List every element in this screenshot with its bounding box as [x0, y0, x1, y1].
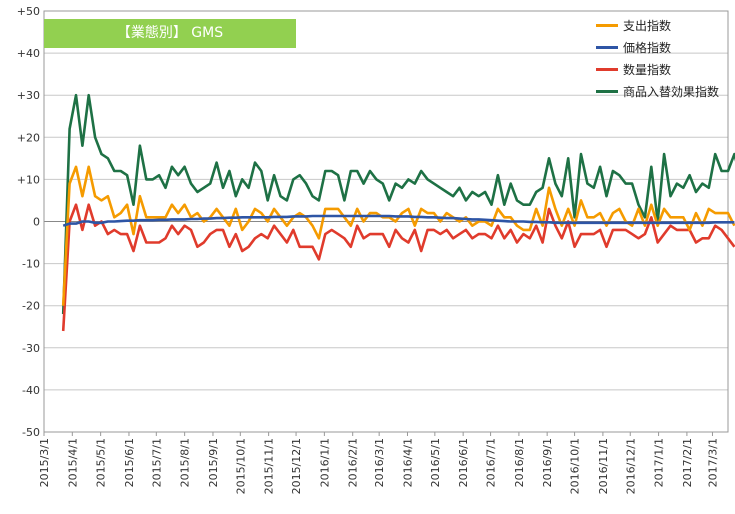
x-tick-label: 2016/8/1: [513, 438, 526, 487]
series-price-line: [62, 214, 735, 227]
x-tick-label: 2015/10/1: [234, 438, 247, 494]
x-tick-label: 2017/1/1: [653, 438, 666, 487]
y-tick-label: -40: [22, 384, 40, 397]
legend-item-price: 価格指数: [596, 36, 719, 58]
y-tick-label: 0: [33, 216, 40, 229]
legend-swatch-replacement: [596, 89, 618, 93]
x-tick-label: 2016/2/1: [347, 438, 360, 487]
series-replacement-line: [61, 93, 735, 315]
legend-label-price: 価格指数: [623, 40, 672, 55]
x-tick-label: 2015/8/1: [179, 438, 192, 487]
x-tick-label: 2015/7/1: [150, 438, 163, 487]
y-tick-label: +30: [17, 89, 40, 102]
legend-item-replacement: 商品入替効果指数: [596, 80, 719, 102]
x-tick-label: 2016/6/1: [457, 438, 470, 487]
x-tick-label: 2016/12/1: [624, 438, 637, 494]
legend-item-quantity: 数量指数: [596, 58, 719, 80]
x-tick-label: 2016/7/1: [485, 438, 498, 487]
legend-label-quantity: 数量指数: [623, 62, 672, 77]
x-tick-label: 2016/11/1: [597, 438, 610, 494]
legend-swatch-quantity: [596, 67, 618, 71]
x-tick-label: 2015/12/1: [290, 438, 303, 494]
x-tick-label: 2015/3/1: [38, 438, 51, 487]
legend-swatch-spending: [596, 23, 618, 27]
chart-title: 【業態別】 GMS: [44, 19, 296, 48]
y-tick-label: +20: [17, 131, 40, 144]
x-axis: 2015/3/1 2015/4/1 2015/5/1 2015/6/1 2015/7/1…: [38, 432, 719, 494]
x-tick-label: 2016/3/1: [373, 438, 386, 487]
x-tick-label: 2016/5/1: [429, 438, 442, 487]
legend: 支出指数 価格指数 数量指数 商品入替効果指数: [596, 14, 719, 102]
x-tick-label: 2015/6/1: [123, 438, 136, 487]
x-tick-label: 2016/1/1: [318, 438, 331, 487]
legend-swatch-price: [596, 45, 618, 49]
series-layer: [61, 93, 735, 332]
y-tick-label: -50: [22, 426, 40, 439]
x-tick-label: 2015/4/1: [66, 438, 79, 487]
x-tick-label: 2016/9/1: [541, 438, 554, 487]
y-tick-label: -30: [22, 342, 40, 355]
x-tick-label: 2015/11/1: [263, 438, 276, 494]
x-tick-label: 2015/9/1: [207, 438, 220, 487]
legend-label-replacement: 商品入替効果指数: [623, 84, 720, 99]
x-tick-label: 2016/10/1: [569, 438, 582, 494]
x-tick-label: 2017/3/1: [706, 438, 719, 487]
legend-label-spending: 支出指数: [623, 18, 672, 33]
y-tick-label: -20: [22, 300, 40, 313]
legend-item-spending: 支出指数: [596, 14, 719, 36]
y-tick-label: +40: [17, 47, 40, 60]
y-tick-label: +10: [17, 173, 40, 186]
y-tick-label: -10: [22, 258, 40, 271]
y-axis: +50 +40 +30 +20 +10 0 -10 -20 -30 -40 -50: [17, 5, 40, 439]
series-quantity-line: [61, 203, 735, 332]
y-tick-label: +50: [17, 5, 40, 18]
x-tick-label: 2015/5/1: [95, 438, 108, 487]
x-tick-label: 2017/2/1: [681, 438, 694, 487]
x-tick-label: 2016/4/1: [401, 438, 414, 487]
grid-layer: [43, 10, 729, 433]
